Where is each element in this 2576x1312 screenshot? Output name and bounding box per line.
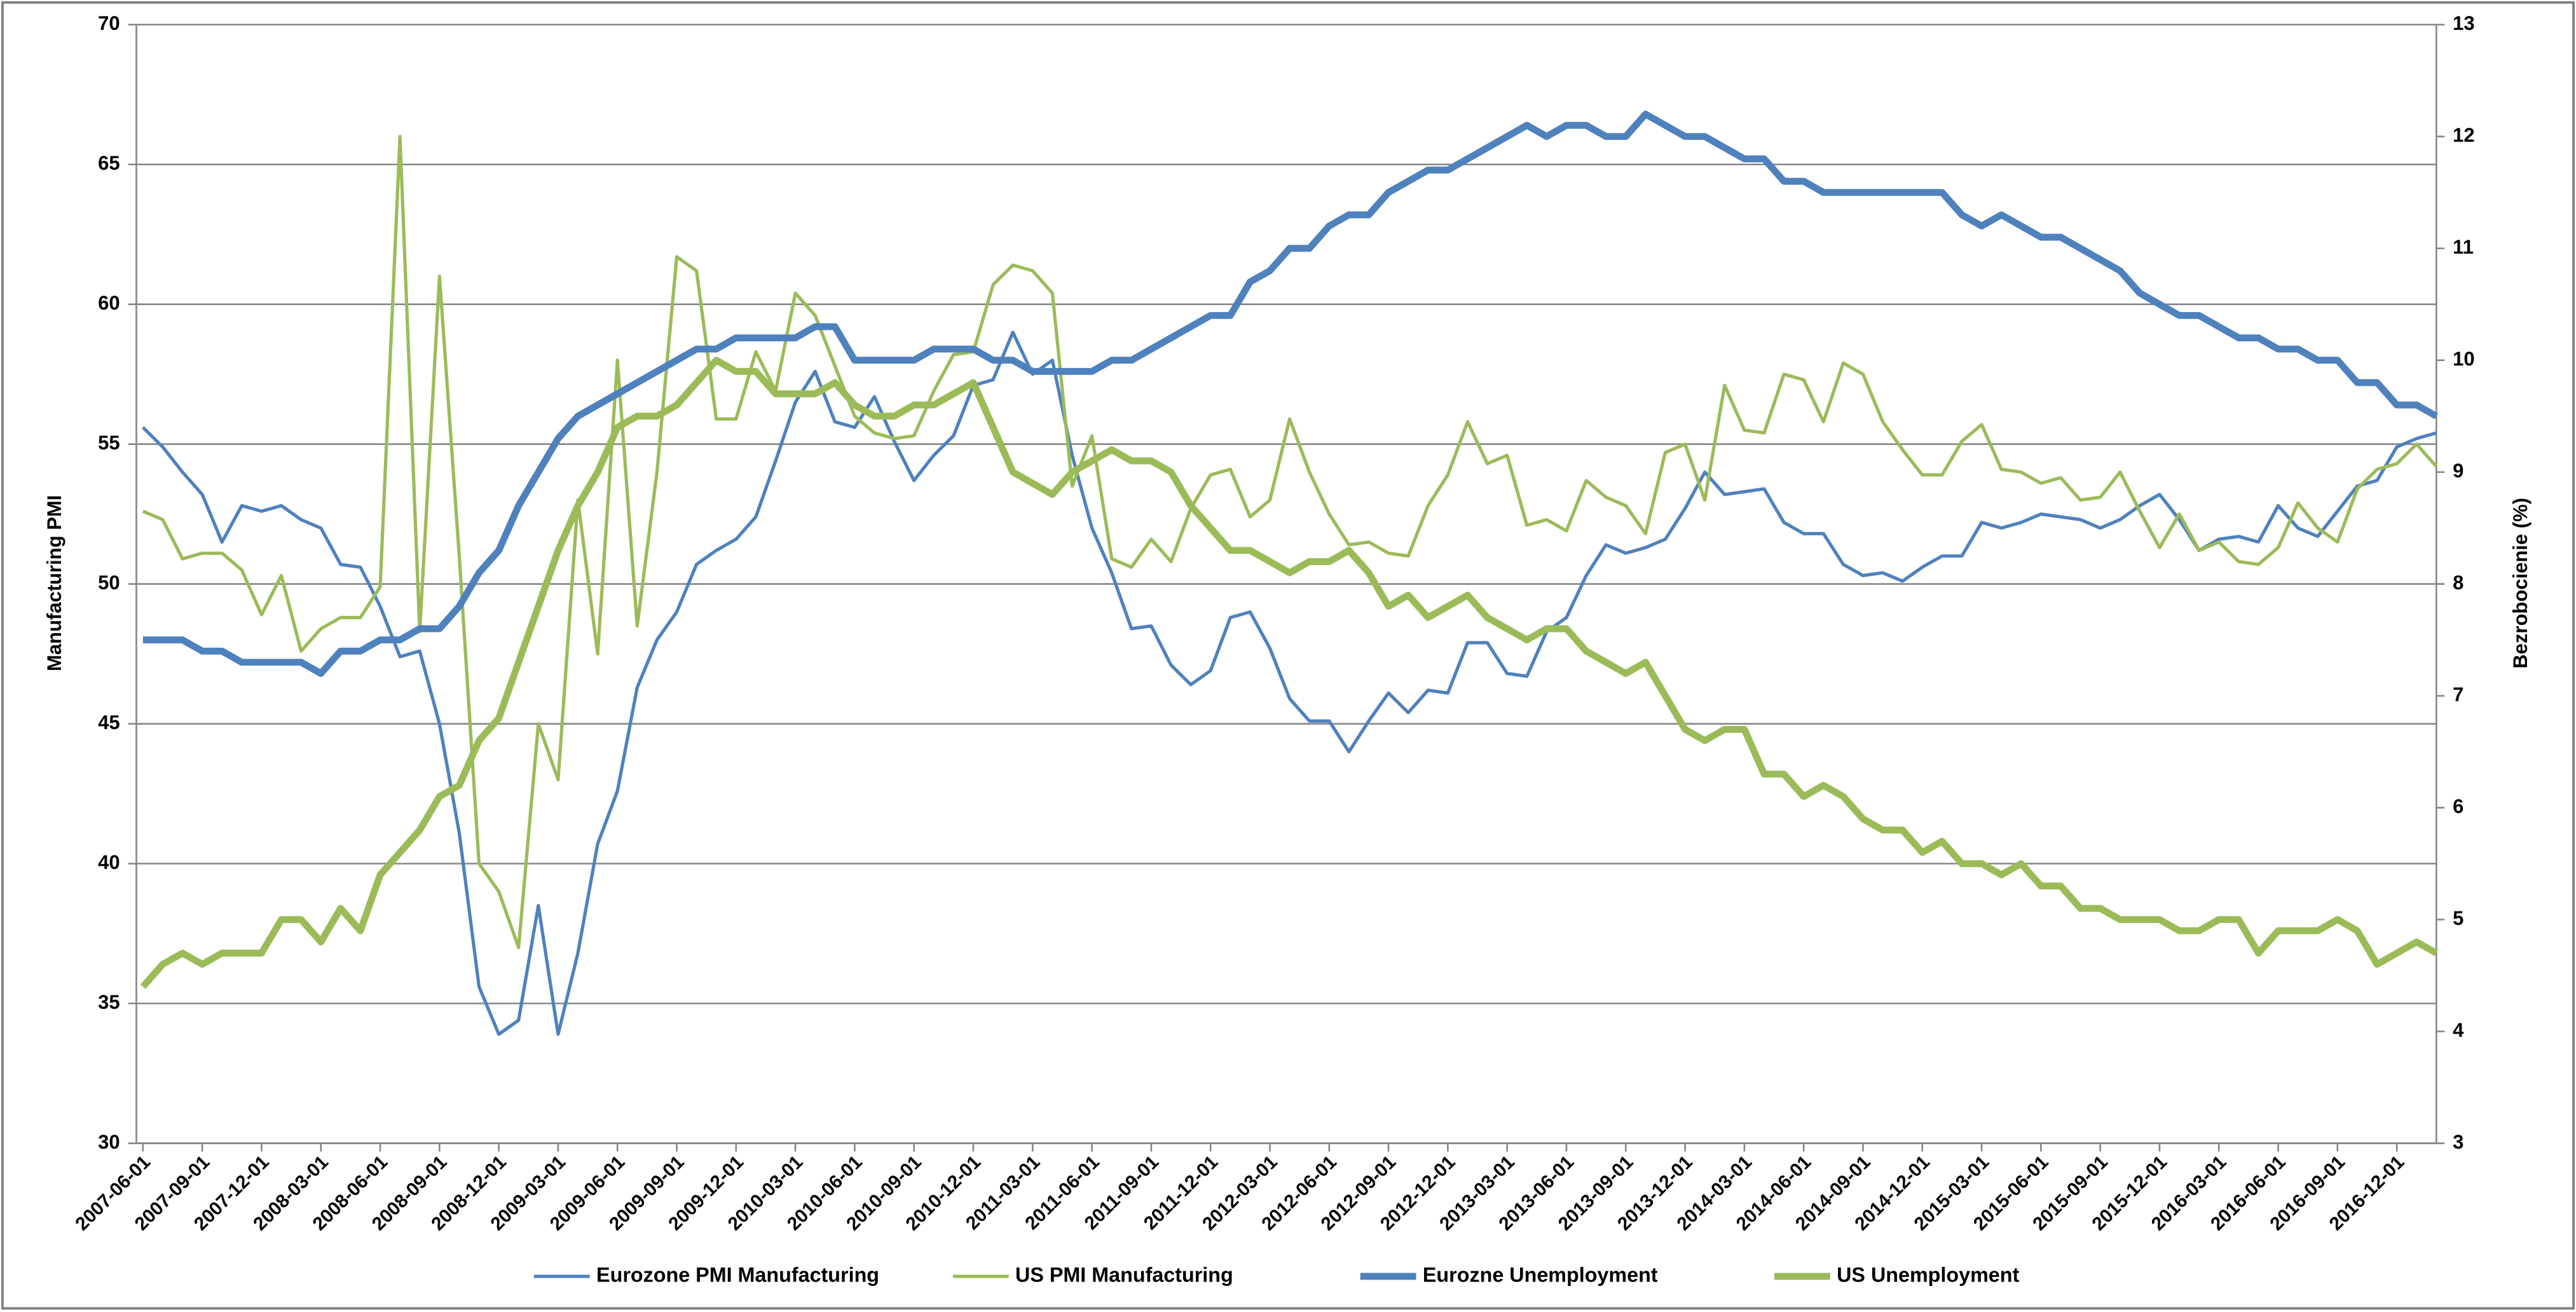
y-tick-label: 60 [98, 292, 120, 314]
y2-tick-label: 10 [2453, 348, 2474, 370]
legend-text: Eurozone PMI Manufacturing [596, 1263, 879, 1286]
y2-tick-label: 6 [2453, 795, 2463, 817]
legend-text: US PMI Manufacturing [1015, 1263, 1233, 1286]
y-tick-label: 30 [98, 1131, 120, 1153]
y2-tick-label: 9 [2453, 460, 2463, 482]
y2-tick-label: 12 [2453, 124, 2474, 146]
y-axis-title: Manufacturing PMI [43, 495, 65, 671]
series-line [142, 135, 2438, 950]
y-tick-label: 45 [98, 711, 120, 734]
legend-text: Eurozne Unemployment [1423, 1263, 1658, 1286]
y2-tick-label: 11 [2453, 236, 2474, 258]
y2-tick-label: 4 [2453, 1019, 2464, 1041]
y2-tick-label: 7 [2453, 683, 2463, 706]
y-tick-label: 55 [98, 432, 120, 454]
y2-tick-label: 13 [2453, 12, 2474, 34]
series-line [142, 111, 2439, 677]
y-tick-label: 50 [98, 571, 120, 594]
legend-text: US Unemployment [1837, 1263, 2019, 1286]
y2-axis-title: Bezrobocienie (%) [2509, 498, 2531, 669]
y-tick-label: 35 [98, 991, 120, 1013]
y-tick-label: 70 [98, 12, 120, 34]
y2-tick-label: 8 [2453, 571, 2463, 594]
y-tick-label: 40 [98, 851, 120, 873]
series-line [140, 357, 2439, 989]
y-tick-label: 65 [98, 152, 120, 174]
y2-tick-label: 3 [2453, 1131, 2463, 1153]
series-line [142, 331, 2437, 1036]
y2-tick-label: 5 [2453, 907, 2463, 929]
